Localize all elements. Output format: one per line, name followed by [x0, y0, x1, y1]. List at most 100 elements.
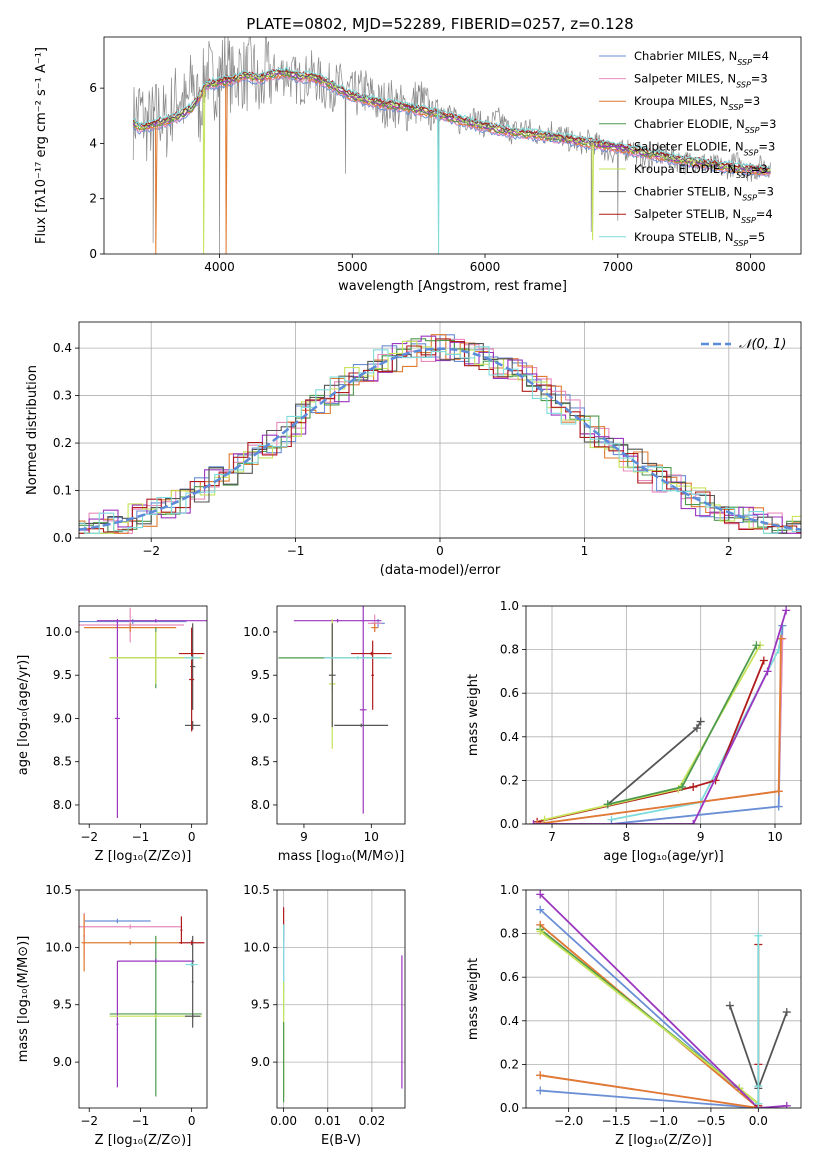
- legend: Chabrier MILES, NSSP=4 Salpeter MILES, NS…: [599, 49, 776, 247]
- weight-marker: [782, 606, 791, 615]
- y-tick-label: 0.0: [500, 1101, 519, 1115]
- x-tick-label: −1: [132, 1114, 150, 1128]
- x-axis-label: age [log₁₀(age/yr)]: [603, 849, 724, 864]
- y-tick-label: 9.0: [53, 1055, 72, 1069]
- x-tick-label: 10: [364, 830, 379, 844]
- y-tick-label: 2: [89, 192, 97, 206]
- axes-frame: [276, 605, 406, 825]
- x-axis-label: (data-model)/error: [380, 563, 501, 578]
- legend-label: Kroupa ELODIE, NSSP=3: [634, 162, 768, 180]
- weight-line: [607, 721, 702, 806]
- legend-label: Salpeter ELODIE, NSSP=3: [634, 139, 775, 157]
- weight-marker: [536, 1086, 545, 1095]
- axes-weight-vs-Z: −2.0 −1.5 −1.0 −0.5 0.0 0.0 0.2 0.4 0.6 0.8 1.0 Z […: [466, 883, 802, 1148]
- legend-label: Chabrier ELODIE, NSSP=3: [634, 117, 776, 135]
- y-tick-label: 10.0: [243, 625, 270, 639]
- weight-line: [611, 625, 784, 821]
- x-tick-label: 0.02: [359, 1114, 386, 1128]
- y-tick-label: 8.5: [251, 755, 270, 769]
- y-tick-label: 10.0: [243, 940, 270, 954]
- weight-marker: [536, 890, 545, 899]
- weight-marker: [603, 800, 612, 809]
- residual-histogram: [79, 343, 801, 534]
- x-tick-label: 9: [300, 830, 308, 844]
- x-axis-label: E(B-V): [321, 1133, 361, 1148]
- axes-spectrum: 4000 5000 6000 7000 8000 0 2 4 6 wavelength [Angs…: [34, 15, 802, 294]
- x-tick-label: 7: [548, 830, 556, 844]
- y-tick-label: 10.0: [45, 625, 72, 639]
- x-tick-label: −1: [132, 830, 150, 844]
- y-tick-label: 0.0: [500, 817, 519, 831]
- y-tick-label: 0.8: [500, 927, 519, 941]
- axes-weight-vs-age: 7 8 9 10 0.0 0.2 0.4 0.6 0.8 1.0 age [log₁₀(age/yr…: [466, 599, 802, 864]
- y-tick-label: 0.1: [53, 484, 72, 498]
- axes-frame: [78, 605, 208, 825]
- plot-area-weight-vs-Z: [536, 890, 791, 1108]
- x-tick-label: −2: [142, 544, 160, 558]
- weight-marker: [689, 820, 698, 824]
- weight-marker: [754, 931, 763, 940]
- y-tick-label: 1.0: [500, 883, 519, 897]
- weight-marker: [529, 820, 538, 824]
- y-axis-label: mass [log₁₀(M/M⊙)]: [16, 936, 31, 1063]
- x-tick-label: −2.0: [554, 1114, 583, 1128]
- y-tick-label: 10.0: [45, 940, 72, 954]
- legend-label: Chabrier STELIB, NSSP=3: [634, 185, 774, 203]
- x-tick-label: −0.5: [696, 1114, 725, 1128]
- y-tick-label: 0.2: [53, 436, 72, 450]
- axes-frame: [525, 605, 802, 825]
- weight-marker: [782, 1101, 791, 1108]
- weight-marker: [689, 782, 698, 791]
- weight-marker: [782, 1008, 791, 1017]
- y-tick-label: 0.6: [500, 686, 519, 700]
- weight-marker: [678, 782, 687, 791]
- weight-line: [539, 893, 787, 1108]
- axes-frame: [103, 36, 802, 255]
- x-tick-label: 9: [697, 830, 705, 844]
- x-tick-label: −2: [80, 1114, 98, 1128]
- x-tick-label: 0: [436, 544, 444, 558]
- y-tick-label: 9.0: [251, 1055, 270, 1069]
- y-tick-label: 0.4: [500, 730, 519, 744]
- x-tick-label: 0.01: [314, 1114, 341, 1128]
- x-axis-label: wavelength [Angstrom, rest frame]: [338, 279, 567, 294]
- gaussian-reference-line: [79, 347, 801, 531]
- x-tick-label: 8: [623, 830, 631, 844]
- x-tick-label: −1.0: [649, 1114, 678, 1128]
- y-tick-label: 8.0: [53, 798, 72, 812]
- legend-label: Kroupa STELIB, NSSP=5: [634, 230, 765, 248]
- model-spectrum-line: [132, 74, 771, 177]
- residual-histogram: [79, 334, 801, 534]
- legend-label: Salpeter STELIB, NSSP=4: [634, 207, 773, 225]
- legend-label: Chabrier MILES, NSSP=4: [634, 49, 769, 67]
- legend-label: 𝒩(0, 1): [739, 337, 786, 352]
- y-axis-label: Flux [fλ10⁻¹⁷ erg cm⁻² s⁻¹ A⁻¹]: [34, 47, 49, 244]
- plot-area-age-vs-Z: [79, 607, 207, 818]
- y-tick-label: 0.4: [500, 1014, 519, 1028]
- weight-marker: [754, 1099, 763, 1108]
- x-tick-label: 6000: [470, 260, 501, 274]
- plot-area-spectrum: [132, 37, 771, 254]
- x-tick-label: 0: [188, 830, 196, 844]
- x-axis-label: mass [log₁₀(M/M⊙)]: [278, 849, 405, 864]
- weight-marker: [725, 1001, 734, 1010]
- y-tick-label: 0.6: [500, 970, 519, 984]
- y-tick-label: 0.2: [500, 773, 519, 787]
- y-axis-label: mass weight: [466, 674, 481, 756]
- y-tick-label: 10.5: [45, 883, 72, 897]
- x-tick-label: 0.0: [749, 1114, 768, 1128]
- residual-histogram: [79, 338, 801, 534]
- weight-marker: [536, 1071, 545, 1080]
- axes-mass-vs-Z: −2 −1 0 9.0 9.5 10.0 10.5 Z [log₁₀(Z/Z⊙)] mass […: [16, 883, 208, 1148]
- y-tick-label: 1.0: [500, 599, 519, 613]
- plot-area-mass-vs-Z: [79, 912, 205, 1097]
- x-tick-label: 8000: [735, 260, 766, 274]
- y-tick-label: 0.0: [53, 531, 72, 545]
- weight-marker: [607, 820, 616, 824]
- y-tick-label: 10.5: [243, 883, 270, 897]
- axes-frame: [276, 889, 406, 1109]
- weight-marker: [759, 656, 768, 665]
- model-spectrum-line: [132, 66, 771, 254]
- axes-frame: [78, 889, 208, 1109]
